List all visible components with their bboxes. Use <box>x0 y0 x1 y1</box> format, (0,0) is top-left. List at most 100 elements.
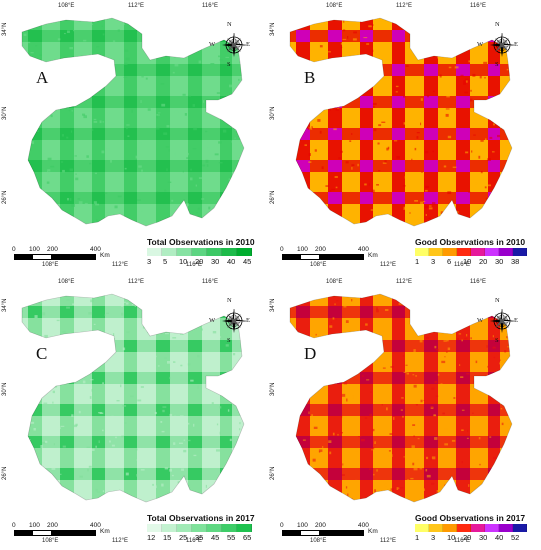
pixel-speckle <box>302 380 304 383</box>
swath-overlap <box>28 436 42 448</box>
pixel-speckle <box>474 182 478 185</box>
pixel-speckle <box>86 155 89 158</box>
pixel-speckle <box>66 101 68 103</box>
swath-overlap <box>92 306 105 318</box>
pixel-speckle <box>471 150 473 153</box>
scale-unit: Km <box>100 528 110 535</box>
pixel-speckle <box>418 428 422 431</box>
pixel-speckle <box>102 382 104 385</box>
pixel-speckle <box>314 374 316 377</box>
pixel-speckle <box>114 205 118 209</box>
pixel-speckle <box>361 375 365 377</box>
pixel-speckle <box>499 359 501 361</box>
pixel-speckle <box>376 223 379 226</box>
pixel-speckle <box>307 62 310 66</box>
pixel-speckle <box>51 95 54 98</box>
pixel-speckle <box>104 314 106 316</box>
pixel-speckle <box>155 355 157 358</box>
pixel-speckle <box>365 356 368 358</box>
pixel-speckle <box>40 223 43 225</box>
pixel-speckle <box>164 467 169 470</box>
compass-n-label: N <box>227 297 232 304</box>
pixel-speckle <box>433 414 437 417</box>
swath-overlap <box>124 436 137 448</box>
pixel-speckle <box>300 128 303 130</box>
pixel-speckle <box>505 143 508 146</box>
pixel-speckle <box>411 40 414 43</box>
pixel-speckle <box>371 189 375 193</box>
pixel-speckle <box>405 65 409 67</box>
pixel-speckle <box>168 312 172 316</box>
swath-overlap <box>392 372 405 384</box>
pixel-speckle <box>41 372 45 376</box>
pixel-speckle <box>341 393 346 397</box>
pixel-speckle <box>218 55 220 58</box>
pixel-speckle <box>330 321 332 323</box>
pixel-speckle <box>290 355 292 358</box>
scale-unit: Km <box>368 528 378 535</box>
pixel-speckle <box>308 338 310 340</box>
pixel-speckle <box>303 473 306 476</box>
pixel-speckle <box>104 80 106 83</box>
pixel-speckle <box>441 325 445 328</box>
pixel-speckle <box>30 421 35 424</box>
legend-label: 25 <box>179 533 188 542</box>
pixel-speckle <box>45 440 48 443</box>
pixel-speckle <box>405 141 410 143</box>
pixel-speckle <box>361 356 365 360</box>
swath-overlap <box>488 340 500 352</box>
swath-overlap <box>188 372 202 384</box>
pixel-speckle <box>234 477 238 480</box>
swath-overlap <box>360 468 373 480</box>
pixel-speckle <box>344 77 347 80</box>
pixel-speckle <box>346 213 349 216</box>
pixel-speckle <box>396 156 400 159</box>
pixel-speckle <box>340 42 344 45</box>
pixel-speckle <box>172 337 177 339</box>
pixel-speckle <box>117 29 120 32</box>
panel-letter: C <box>36 344 48 363</box>
compass-s-label: S <box>227 61 231 68</box>
pixel-speckle <box>466 373 470 375</box>
pixel-speckle <box>395 91 398 93</box>
swath-overlap <box>188 160 202 172</box>
longitude-label-bottom: 112°E <box>380 262 396 268</box>
swath-overlap <box>156 30 170 42</box>
pixel-speckle <box>95 488 98 492</box>
pixel-speckle <box>53 443 55 446</box>
pixel-speckle <box>35 196 39 199</box>
pixel-speckle <box>49 356 53 359</box>
swath-overlap <box>456 436 470 448</box>
pixel-speckle <box>325 97 330 100</box>
pixel-speckle <box>378 170 381 172</box>
pixel-speckle <box>111 415 114 418</box>
pixel-speckle <box>42 312 46 316</box>
pixel-speckle <box>186 157 190 159</box>
pixel-speckle <box>51 467 56 470</box>
pixel-speckle <box>205 159 209 163</box>
pixel-speckle <box>210 63 215 65</box>
swath-overlap <box>92 404 105 416</box>
pixel-speckle <box>370 391 372 393</box>
pixel-speckle <box>475 360 478 364</box>
pixel-speckle <box>333 128 337 131</box>
swath-overlap <box>424 64 438 76</box>
pixel-speckle <box>430 458 433 461</box>
pixel-speckle <box>136 474 138 477</box>
legend-swatch <box>513 248 527 256</box>
pixel-speckle <box>425 469 428 472</box>
pixel-speckle <box>468 484 470 487</box>
pixel-speckle <box>395 85 399 88</box>
pixel-speckle <box>416 136 419 139</box>
pixel-speckle <box>26 339 31 342</box>
scale-tick-label: 200 <box>315 522 326 529</box>
pixel-speckle <box>439 326 444 329</box>
legend-swatch <box>147 524 162 532</box>
longitude-label-bottom: 112°E <box>112 262 128 268</box>
pixel-speckle <box>174 63 179 67</box>
pixel-speckle <box>56 319 60 322</box>
map-panel-c: 108°E 112°E 116°E 108°E 112°E 116°E 34°N 30°N 26… <box>0 276 266 546</box>
pixel-speckle <box>62 169 65 173</box>
pixel-speckle <box>500 408 503 410</box>
pixel-speckle <box>112 333 115 336</box>
